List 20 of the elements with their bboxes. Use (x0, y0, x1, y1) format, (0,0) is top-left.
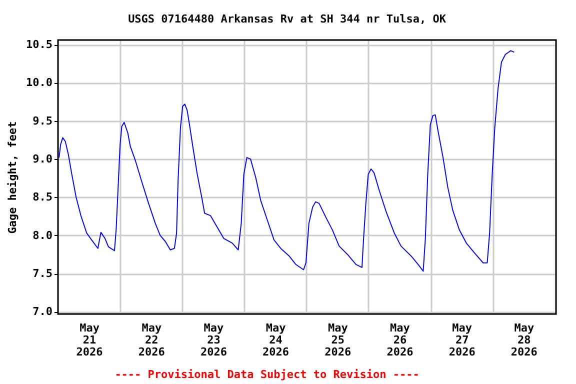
x-tick-label: May 23 2026 (200, 322, 228, 358)
text: ---- Provisional Data Subject to Revision ---- (114, 368, 420, 381)
x-tick-label: May 27 2026 (448, 322, 476, 358)
y-tick-label: 9.5 (32, 114, 52, 128)
x-tick-label: May 21 2026 (76, 322, 104, 358)
x-tick-label: May 22 2026 (138, 322, 166, 358)
y-tick-label: 10.0 (26, 76, 52, 90)
x-tick-label: May 24 2026 (262, 322, 290, 358)
x-tick-label: May 26 2026 (386, 322, 414, 358)
chart-title: USGS 07164480 Arkansas Rv at SH 344 nr Tulsa, OK (128, 12, 446, 26)
x-tick-label: May 28 2026 (510, 322, 538, 358)
y-tick-label: 7.0 (32, 305, 52, 318)
y-tick-label: 8.5 (32, 190, 52, 204)
line-series (58, 50, 515, 272)
y-axis-title: Gage height, feet (6, 121, 20, 234)
y-tick-label: 9.0 (32, 152, 52, 166)
y-tick-label: 10.5 (26, 38, 52, 52)
y-tick-label: 8.0 (32, 228, 52, 242)
x-tick-label: May 25 2026 (324, 322, 352, 358)
y-tick-label: 7.5 (32, 267, 52, 280)
